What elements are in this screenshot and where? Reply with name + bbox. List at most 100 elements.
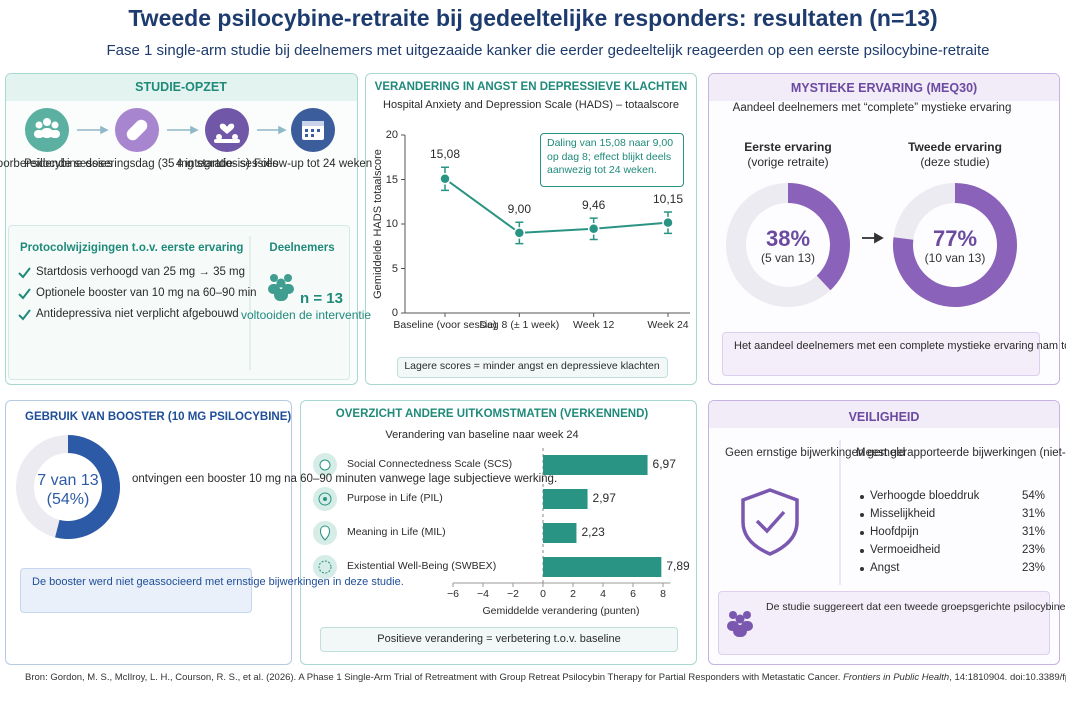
chart-footnote: Lagere scores = minder angst en depressi… bbox=[404, 360, 660, 372]
x-tick-label: Dag 8 (± 1 week) bbox=[479, 319, 560, 331]
donut-segment bbox=[893, 183, 1017, 307]
adverse-event-name: Verhoogde bloeddruk bbox=[870, 490, 980, 502]
participants-heading: Deelnemers bbox=[269, 242, 335, 254]
page-subtitle: Fase 1 single-arm studie bij deelnemers … bbox=[106, 42, 990, 59]
note-box bbox=[718, 591, 1050, 655]
note: De booster werd niet geassocieerd met er… bbox=[32, 576, 404, 588]
adverse-event-value: 23% bbox=[1021, 562, 1045, 574]
y-tick-label: 0 bbox=[391, 307, 398, 319]
y-tick-label: 5 bbox=[391, 262, 398, 275]
panel-hads bbox=[365, 73, 697, 385]
value-label: 6,97 bbox=[652, 457, 676, 471]
donut-value: 38% bbox=[765, 226, 811, 251]
outcome-icons bbox=[313, 453, 337, 579]
y-tick-label: 10 bbox=[385, 218, 398, 230]
protocol-heading: Protocolwijzigingen t.o.v. eerste ervari… bbox=[20, 242, 244, 254]
panel-subtitle: Aandeel deelnemers met “complete” mystie… bbox=[732, 102, 1012, 114]
donut-value: (54%) bbox=[46, 491, 90, 508]
participants-count: n = 13 bbox=[300, 290, 343, 307]
adverse-event-value: 23% bbox=[1021, 544, 1045, 556]
y-tick-label: 15 bbox=[385, 173, 398, 186]
point bbox=[439, 173, 451, 185]
chart-footnote: Positieve verandering = verbetering t.o.… bbox=[377, 633, 621, 645]
icon-integration bbox=[205, 108, 249, 152]
x-tick-label: Baseline (voor sessie) bbox=[393, 319, 497, 331]
donut-arrow bbox=[862, 232, 884, 244]
x-tick-label: 6 bbox=[630, 588, 636, 600]
adverse-event-name: Hoofdpijn bbox=[870, 526, 919, 538]
donut-title: Eerste ervaring bbox=[744, 140, 832, 154]
icon-calendar bbox=[291, 108, 335, 152]
value-label: 2,97 bbox=[592, 491, 616, 505]
category-label: Purpose in Life (PIL) bbox=[347, 492, 443, 505]
step-arrows bbox=[77, 125, 287, 135]
point bbox=[513, 227, 526, 239]
donut-subtitle: (deze studie) bbox=[920, 155, 990, 169]
x-tick-label: −6 bbox=[447, 588, 459, 600]
bar bbox=[543, 557, 662, 577]
annotation-box bbox=[540, 133, 684, 187]
source: Bron: Gordon, M. S., McIlroy, L. H., Cou… bbox=[25, 672, 1066, 684]
x-tick-label: Week 12 bbox=[573, 319, 615, 331]
booster-text: ontvingen een booster 10 mg na 60–90 min… bbox=[132, 473, 558, 485]
step-label: Psilocybine doseringsdag (35 mg startdos… bbox=[24, 158, 250, 170]
donut-segment bbox=[55, 435, 121, 539]
category-label: Existential Well-Being (SWBEX) bbox=[347, 560, 497, 573]
x-tick-label: −2 bbox=[507, 588, 519, 600]
panel-band bbox=[709, 74, 1059, 101]
step-label: 3 voorbereidende sessies bbox=[0, 158, 113, 170]
annotation: Daling van 15,08 naar 9,00 op dag 8; eff… bbox=[547, 137, 674, 177]
donut-label: 7 van 13 bbox=[37, 472, 99, 489]
icon-pill bbox=[115, 108, 159, 152]
protocol-item: Antidepressiva niet verplicht afgebouwd bbox=[36, 308, 239, 320]
note: Het aandeel deelnemers met een complete … bbox=[734, 340, 1066, 352]
step-label: Follow-up tot 24 weken bbox=[253, 158, 373, 170]
bullets bbox=[860, 495, 864, 571]
x-tick-label: Week 24 bbox=[647, 319, 689, 331]
bar bbox=[543, 489, 588, 509]
value-label: 7,89 bbox=[666, 559, 690, 573]
point bbox=[662, 216, 674, 229]
bar bbox=[543, 455, 648, 475]
x-tick-label: 0 bbox=[540, 588, 546, 600]
source-journal: Frontiers in Public Health bbox=[843, 672, 950, 683]
value-label: 2,23 bbox=[581, 525, 605, 539]
donut-sublabel: (5 van 13) bbox=[760, 251, 816, 265]
adverse-event-name: Vermoeidheid bbox=[870, 544, 941, 556]
donut-segment bbox=[788, 183, 850, 291]
chart-subtitle: Verandering van baseline naar week 24 bbox=[385, 429, 579, 441]
donut-value: 77% bbox=[932, 226, 978, 251]
adverse-event-name: Misselijkheid bbox=[870, 508, 936, 520]
value-label: 9,46 bbox=[581, 198, 606, 213]
value-label: 9,00 bbox=[507, 202, 532, 217]
footnote-box bbox=[397, 357, 668, 378]
adverse-event-value: 54% bbox=[1021, 490, 1045, 502]
protocol-item: Startdosis verhoogd van 25 mg → 35 mg bbox=[36, 266, 246, 278]
page-title: Tweede psilocybine-retraite bij gedeelte… bbox=[128, 5, 938, 31]
category-label: Social Connectedness Scale (SCS) bbox=[347, 458, 513, 471]
chart-subtitle: Hospital Anxiety and Depression Scale (H… bbox=[383, 99, 679, 111]
step-label: 4 integratie- sessies bbox=[175, 158, 279, 170]
category-label: Meaning in Life (MIL) bbox=[347, 526, 446, 539]
point bbox=[587, 223, 600, 235]
list-heading: Meest gerapporteerde bijwerkingen (niet-… bbox=[856, 447, 1066, 459]
panel-heading: MYSTIEKE ERVARING (MEQ30) bbox=[790, 81, 978, 95]
line bbox=[444, 177, 669, 234]
y-tick-label: 20 bbox=[385, 129, 398, 141]
panel-heading: STUDIE-OPZET bbox=[135, 80, 227, 94]
value-label: 15,08 bbox=[429, 147, 461, 162]
panel-outcomes bbox=[300, 400, 697, 665]
panel-band bbox=[709, 401, 1059, 428]
x-tick-label: 8 bbox=[660, 588, 666, 600]
protocol-item: Optionele booster van 10 mg na 60–90 min bbox=[36, 287, 257, 299]
adverse-event-name: Angst bbox=[870, 562, 900, 574]
adverse-event-value: 31% bbox=[1021, 526, 1045, 538]
note-box bbox=[20, 568, 252, 613]
icon-people bbox=[25, 108, 69, 152]
donut-subtitle: (vorige retraite) bbox=[747, 155, 829, 169]
icon-group bbox=[727, 611, 753, 637]
footnote-box bbox=[320, 627, 678, 652]
donut-title: Tweede ervaring bbox=[908, 140, 1002, 154]
